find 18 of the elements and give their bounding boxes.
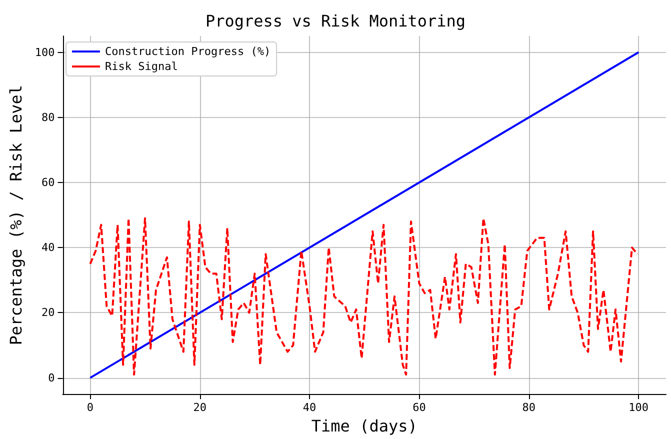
y-tick-label: 60 xyxy=(42,176,55,189)
y-tick-label: 20 xyxy=(42,306,55,320)
x-tick-label: 0 xyxy=(86,401,94,414)
legend-label: Risk Signal xyxy=(105,60,178,73)
chart-title: Progress vs Risk Monitoring xyxy=(205,12,466,30)
x-tick-label: 20 xyxy=(193,401,206,414)
x-tick-label: 80 xyxy=(522,401,536,414)
y-tick-label: 0 xyxy=(48,371,55,384)
y-tick-label: 40 xyxy=(42,241,55,254)
line-series xyxy=(89,217,638,376)
x-tick-label: 100 xyxy=(628,401,649,414)
x-tick-label: 60 xyxy=(412,401,426,414)
x-tick-label: 40 xyxy=(302,401,316,414)
y-tick-label: 80 xyxy=(42,110,55,124)
legend-label: Construction Progress (%) xyxy=(105,45,271,58)
x-axis-title: Time (days) xyxy=(311,416,418,436)
y-tick-label: 100 xyxy=(34,46,55,59)
y-axis-title: Percentage (%) / Risk Level xyxy=(6,85,26,346)
